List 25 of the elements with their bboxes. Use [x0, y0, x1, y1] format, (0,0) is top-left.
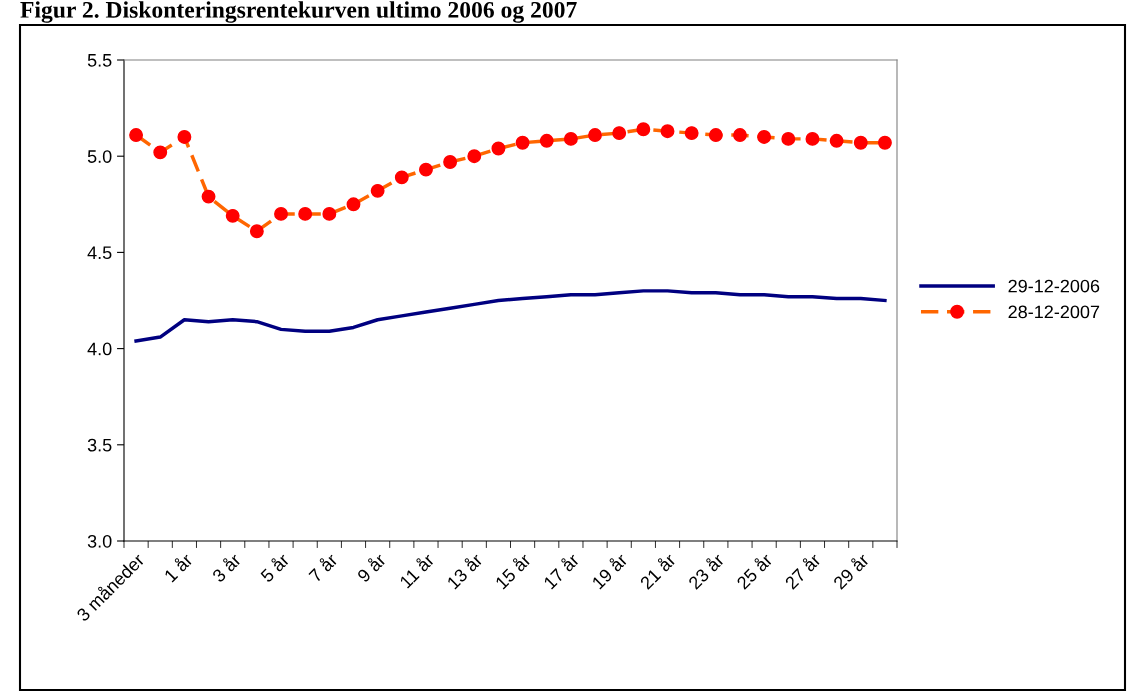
- x-tick-label: 23 år: [686, 551, 725, 590]
- y-tick-label: 4.5: [87, 246, 112, 260]
- x-tick-label: 19 år: [590, 551, 629, 590]
- line-series: [134, 289, 887, 343]
- x-tick-label: 17 år: [541, 551, 581, 590]
- x-tick-label: 13 år: [445, 551, 484, 590]
- y-tick-label: 3.5: [87, 438, 112, 452]
- x-tick-label: 5 år: [258, 551, 291, 583]
- x-tick-label: 9 år: [355, 551, 387, 583]
- x-tick-label: 25 år: [734, 551, 774, 590]
- y-tick-label: 4.0: [87, 342, 112, 356]
- y-tick-label: 3.0: [87, 534, 112, 548]
- x-tick-label: 1 år: [162, 551, 194, 583]
- x-tick-label: 21 år: [638, 551, 677, 590]
- x-tick-label: 7 år: [306, 551, 339, 583]
- legend-label: 29-12-2006: [1008, 279, 1100, 293]
- chart-title: Figur 2. Diskonteringsrentekurven ultimo 2006 og 2007: [20, 1, 577, 23]
- x-tick-label: 29 år: [831, 551, 870, 590]
- x-tick-label: 11 år: [397, 551, 436, 589]
- y-tick-label: 5.0: [87, 150, 112, 163]
- legend-label: 28-12-2007: [1008, 305, 1100, 319]
- x-tick-label: 15 år: [493, 551, 532, 590]
- x-tick-label: 3 år: [210, 551, 242, 583]
- y-tick-label: 5.5: [87, 54, 112, 67]
- x-tick-label: 27 år: [782, 551, 822, 590]
